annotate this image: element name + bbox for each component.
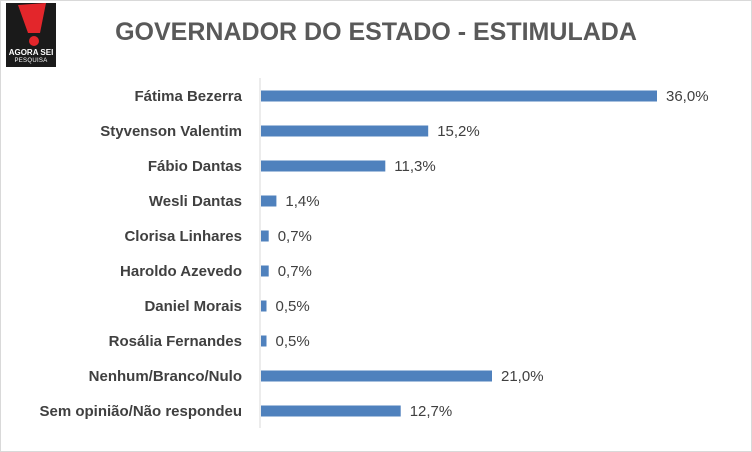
logo-brand-subtext: PESQUISA: [14, 58, 48, 64]
data-label: 11,3%: [394, 158, 435, 175]
bar: [261, 370, 492, 382]
data-label: 36,0%: [666, 88, 709, 105]
bar: [261, 300, 267, 312]
data-label: 15,2%: [437, 123, 480, 140]
chart-title: GOVERNADOR DO ESTADO - ESTIMULADA: [115, 18, 637, 46]
category-label: Rosália Fernandes: [109, 333, 242, 350]
data-label: 12,7%: [410, 403, 453, 420]
exclamation-logo-icon: [18, 3, 46, 46]
bar: [261, 335, 267, 347]
category-label: Fátima Bezerra: [134, 88, 242, 105]
data-label: 0,7%: [278, 263, 312, 280]
logo-brand-text: AGORA SEI: [8, 48, 54, 57]
category-label: Haroldo Azevedo: [120, 263, 242, 280]
bar: [261, 195, 277, 207]
category-label: Styvenson Valentim: [100, 123, 242, 140]
category-label: Fábio Dantas: [148, 158, 242, 175]
category-label: Nenhum/Branco/Nulo: [89, 368, 242, 385]
category-label: Sem opinião/Não respondeu: [39, 403, 242, 420]
bar: [261, 265, 269, 277]
agora-sei-logo: AGORA SEI PESQUISA: [6, 3, 56, 67]
bar: [261, 405, 401, 417]
category-label: Clorisa Linhares: [124, 228, 242, 245]
bar: [261, 230, 269, 242]
data-label: 0,5%: [276, 333, 310, 350]
bar: [261, 125, 429, 137]
category-label: Wesli Dantas: [149, 193, 242, 210]
data-label: 0,5%: [276, 298, 310, 315]
data-label: 1,4%: [285, 193, 319, 210]
bar: [261, 160, 386, 172]
data-label: 21,0%: [501, 368, 544, 385]
bar: [261, 90, 657, 102]
data-label: 0,7%: [278, 228, 312, 245]
category-label: Daniel Morais: [144, 298, 242, 315]
